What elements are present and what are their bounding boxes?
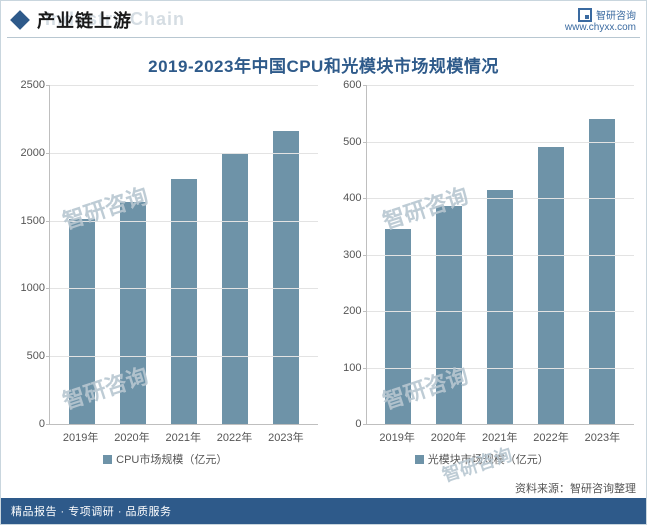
grid-line <box>50 221 318 222</box>
y-axis-label: 500 <box>27 350 50 362</box>
bar <box>69 219 95 424</box>
left-plot-area: 05001000150020002500 <box>49 85 318 425</box>
legend-swatch-icon <box>415 455 424 464</box>
y-axis-label: 0 <box>39 418 50 430</box>
left-bars <box>50 85 318 424</box>
left-legend: CPU市场规模（亿元） <box>9 451 322 467</box>
right-legend-text: 光模块市场规模（亿元） <box>428 451 549 467</box>
footer-text: 精品报告 · 专项调研 · 品质服务 <box>11 503 172 519</box>
bar <box>589 119 615 424</box>
left-chart: 05001000150020002500 2019年2020年2021年2022… <box>9 85 322 467</box>
grid-line <box>367 255 635 256</box>
grid-line <box>367 198 635 199</box>
chart-title: 2019-2023年中国CPU和光模块市场规模情况 <box>1 52 646 77</box>
header-divider <box>7 37 640 38</box>
x-axis-label: 2019年 <box>55 429 106 445</box>
x-axis-label: 2023年 <box>260 429 311 445</box>
y-axis-label: 500 <box>343 136 366 148</box>
source-text: 资料来源：智研咨询整理 <box>515 480 636 496</box>
bar <box>385 229 411 424</box>
x-axis-label: 2022年 <box>209 429 260 445</box>
y-axis-label: 300 <box>343 249 366 261</box>
grid-line <box>367 311 635 312</box>
left-x-labels: 2019年2020年2021年2022年2023年 <box>49 425 318 445</box>
grid-line <box>50 85 318 86</box>
header-left: 产业链上游 Industry Chain <box>9 7 132 33</box>
bar <box>436 206 462 424</box>
grid-line <box>367 368 635 369</box>
y-axis-label: 2500 <box>21 79 50 91</box>
header: 产业链上游 Industry Chain 智研咨询 www.chyxx.com <box>1 1 646 37</box>
brand-url: www.chyxx.com <box>565 22 636 33</box>
bar <box>487 190 513 424</box>
x-axis-label: 2022年 <box>525 429 576 445</box>
x-axis-label: 2021年 <box>158 429 209 445</box>
grid-line <box>50 288 318 289</box>
bar <box>273 131 299 424</box>
bar <box>171 179 197 424</box>
diamond-icon <box>10 10 30 30</box>
charts-row: 05001000150020002500 2019年2020年2021年2022… <box>1 85 646 467</box>
header-right: 智研咨询 www.chyxx.com <box>565 7 636 33</box>
y-axis-label: 0 <box>355 418 366 430</box>
footer: 精品报告 · 专项调研 · 品质服务 <box>1 498 646 524</box>
grid-line <box>367 142 635 143</box>
y-axis-label: 1500 <box>21 215 50 227</box>
y-axis-label: 400 <box>343 192 366 204</box>
bar <box>120 202 146 424</box>
left-legend-text: CPU市场规模（亿元） <box>116 451 227 467</box>
grid-line <box>367 85 635 86</box>
grid-line <box>50 356 318 357</box>
section-title: 产业链上游 Industry Chain <box>37 7 132 33</box>
y-axis-label: 200 <box>343 305 366 317</box>
section-title-text: 产业链上游 <box>37 11 132 31</box>
right-chart: 0100200300400500600 2019年2020年2021年2022年… <box>326 85 639 467</box>
grid-line <box>50 153 318 154</box>
right-legend: 光模块市场规模（亿元） <box>326 451 639 467</box>
bar <box>538 147 564 424</box>
y-axis-label: 2000 <box>21 147 50 159</box>
brand-icon <box>578 8 592 22</box>
x-axis-label: 2021年 <box>474 429 525 445</box>
legend-swatch-icon <box>103 455 112 464</box>
x-axis-label: 2019年 <box>372 429 423 445</box>
y-axis-label: 100 <box>343 362 366 374</box>
right-plot-area: 0100200300400500600 <box>366 85 635 425</box>
x-axis-label: 2020年 <box>423 429 474 445</box>
y-axis-label: 600 <box>343 79 366 91</box>
brand-name: 智研咨询 <box>596 7 636 22</box>
right-x-labels: 2019年2020年2021年2022年2023年 <box>366 425 635 445</box>
y-axis-label: 1000 <box>21 282 50 294</box>
x-axis-label: 2023年 <box>577 429 628 445</box>
x-axis-label: 2020年 <box>106 429 157 445</box>
